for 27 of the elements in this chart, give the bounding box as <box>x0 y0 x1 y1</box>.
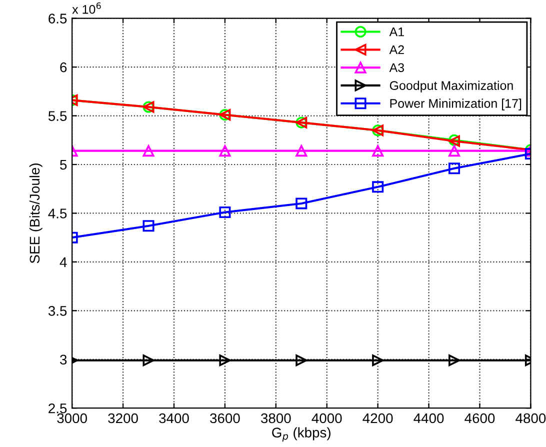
y-tick-label: 5.5 <box>48 111 67 121</box>
x-axis-title: G$_{p}$ (kbps) <box>272 427 330 442</box>
x-tick-label: 4400 <box>414 413 444 424</box>
y-tick-label: 6.5 <box>48 14 67 24</box>
legend-label: A3 <box>389 63 404 72</box>
x-tick-label: 4800 <box>516 413 546 424</box>
y-tick-label: 4 <box>60 257 67 267</box>
x-tick-label: 4200 <box>362 413 393 424</box>
x-tick-label: 3000 <box>57 413 87 424</box>
x-tick-label: 3800 <box>260 413 291 424</box>
legend-label: A1 <box>389 28 404 36</box>
legend-label: Power Minimization [17] <box>390 98 522 110</box>
y-axis-title: SEE (Bits/Joule) <box>29 164 42 264</box>
x-tick-label: 4000 <box>312 413 342 424</box>
legend-label: Goodput Maximization <box>390 80 513 92</box>
y-tick-label: 2.5 <box>48 403 67 414</box>
text: x 10$^{6}$ <box>72 2 101 14</box>
y-tick-label: 3.5 <box>48 306 67 316</box>
legend-label: A2 <box>389 45 404 54</box>
y-tick-label: 4.5 <box>48 208 67 218</box>
x-tick-label: 4600 <box>464 413 495 424</box>
x-tick-label: 3400 <box>159 413 189 424</box>
x-tick-label: 3200 <box>108 413 138 424</box>
x-tick-label: 3600 <box>210 413 240 424</box>
y-tick-label: 6 <box>60 62 67 72</box>
y-tick-label: 5 <box>60 160 67 170</box>
y-tick-label: 3 <box>60 354 67 365</box>
